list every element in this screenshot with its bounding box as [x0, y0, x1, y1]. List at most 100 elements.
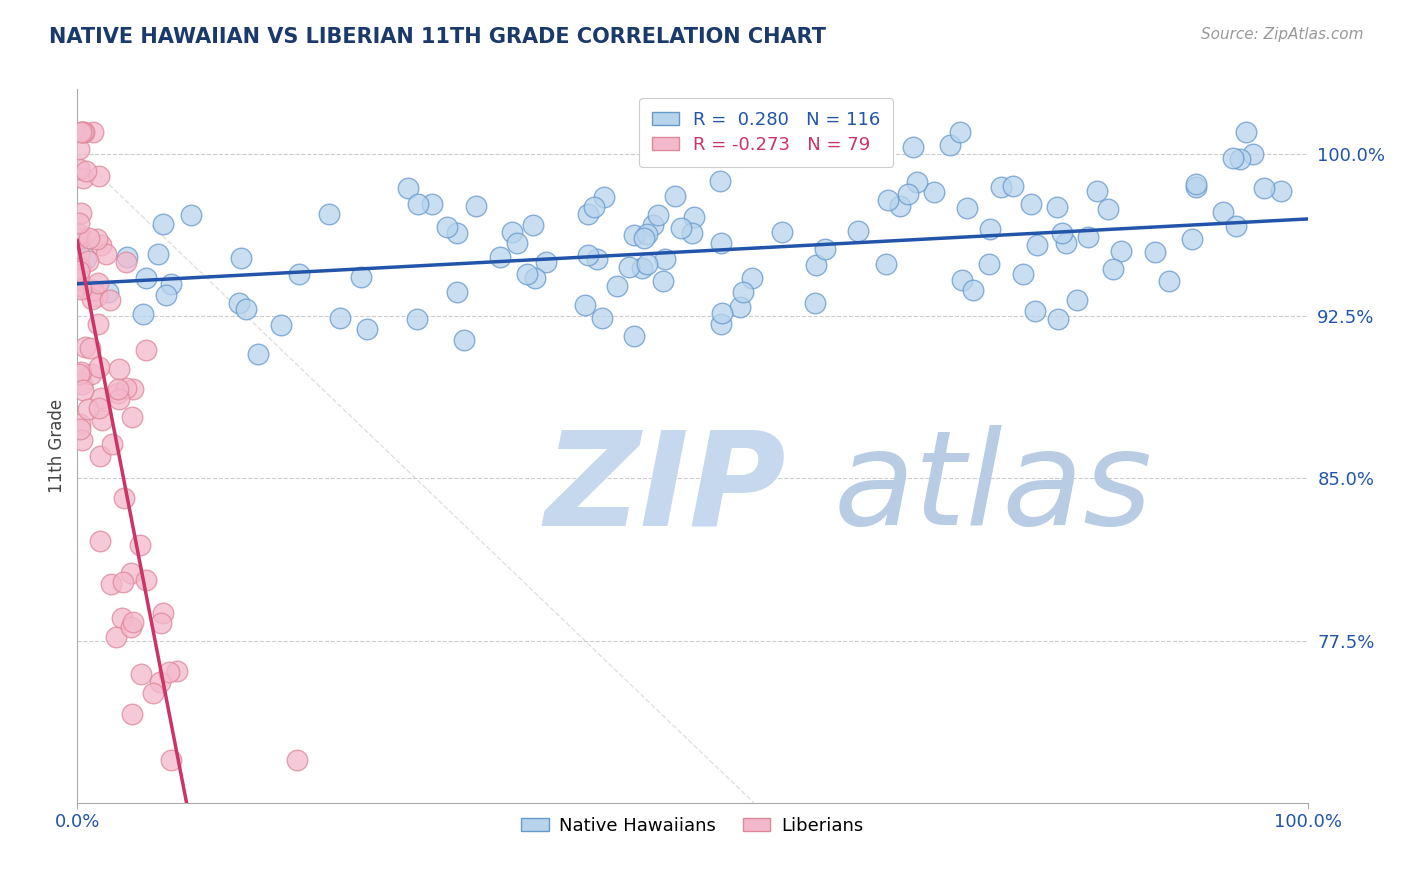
Point: [152, 217, 174, 231]
Point: [129, 667, 152, 681]
Point: [576, 207, 599, 221]
Point: [108, 392, 131, 407]
Point: [231, 251, 253, 265]
Point: [152, 606, 174, 620]
Point: [897, 187, 920, 202]
Point: [633, 230, 655, 244]
Point: [586, 252, 609, 266]
Point: [72, 125, 94, 139]
Point: [770, 225, 793, 239]
Point: [117, 251, 139, 265]
Point: [67, 263, 90, 277]
Point: [939, 138, 962, 153]
Point: [592, 190, 614, 204]
Point: [67, 247, 90, 261]
Point: [131, 307, 153, 321]
Point: [160, 753, 183, 767]
Point: [89, 169, 111, 183]
Point: [876, 193, 898, 207]
Point: [121, 409, 143, 424]
Point: [67, 162, 90, 177]
Point: [901, 140, 924, 154]
Point: [977, 257, 1000, 271]
Y-axis label: 11th Grade: 11th Grade: [48, 399, 66, 493]
Point: [89, 533, 111, 548]
Point: [1066, 293, 1088, 308]
Point: [617, 260, 640, 274]
Point: [654, 252, 676, 267]
Point: [710, 235, 733, 250]
Point: [889, 199, 911, 213]
Point: [121, 707, 143, 722]
Point: [1077, 230, 1099, 244]
Point: [114, 255, 136, 269]
Point: [69, 261, 91, 276]
Point: [453, 333, 475, 347]
Point: [148, 675, 170, 690]
Point: [1085, 184, 1108, 198]
Point: [647, 208, 669, 222]
Point: [534, 255, 557, 269]
Point: [1185, 180, 1208, 194]
Point: [875, 257, 897, 271]
Point: [135, 270, 157, 285]
Point: [318, 207, 340, 221]
Point: [406, 196, 429, 211]
Point: [82, 125, 104, 139]
Point: [114, 381, 136, 395]
Point: [1184, 177, 1206, 191]
Point: [1270, 184, 1292, 198]
Point: [75, 252, 97, 266]
Point: [87, 317, 110, 331]
Point: [990, 180, 1012, 194]
Point: [846, 224, 869, 238]
Point: [69, 417, 91, 432]
Point: [120, 620, 142, 634]
Point: [420, 197, 443, 211]
Point: [97, 285, 120, 299]
Point: [1019, 197, 1042, 211]
Point: [329, 310, 352, 325]
Point: [228, 296, 250, 310]
Point: [1101, 262, 1123, 277]
Point: [89, 401, 111, 416]
Point: [1157, 274, 1180, 288]
Point: [741, 270, 763, 285]
Point: [150, 616, 173, 631]
Point: [87, 359, 110, 374]
Point: [406, 311, 429, 326]
Point: [105, 630, 128, 644]
Point: [651, 274, 673, 288]
Point: [67, 142, 90, 156]
Point: [135, 574, 157, 588]
Point: [70, 125, 93, 139]
Point: [160, 277, 183, 292]
Point: [89, 449, 111, 463]
Point: [956, 201, 979, 215]
Point: [681, 226, 703, 240]
Point: [86, 232, 108, 246]
Point: [67, 215, 90, 229]
Point: [489, 250, 512, 264]
Point: [733, 285, 755, 299]
Point: [79, 341, 101, 355]
Point: [804, 258, 827, 272]
Point: [90, 237, 112, 252]
Point: [728, 300, 751, 314]
Point: [1253, 180, 1275, 194]
Point: [922, 185, 945, 199]
Point: [69, 205, 91, 219]
Point: [1001, 179, 1024, 194]
Point: [804, 295, 827, 310]
Text: ZIP: ZIP: [546, 425, 786, 552]
Point: [122, 615, 145, 629]
Point: [77, 231, 100, 245]
Point: [67, 231, 90, 245]
Point: [636, 257, 658, 271]
Point: [77, 254, 100, 268]
Point: [98, 293, 121, 307]
Point: [574, 298, 596, 312]
Point: [1143, 244, 1166, 259]
Point: [148, 247, 170, 261]
Point: [73, 281, 96, 295]
